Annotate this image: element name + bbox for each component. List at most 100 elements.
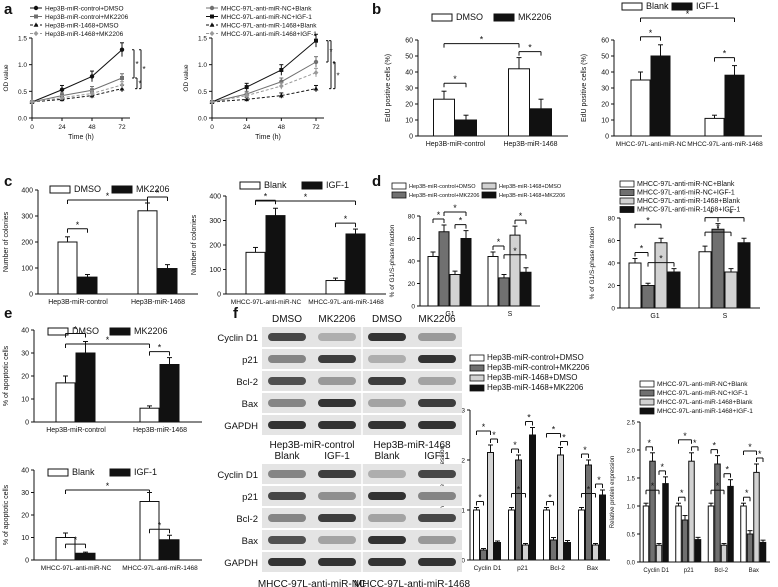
sig-star: * xyxy=(683,431,687,441)
x-tick-label: MHCC-97L-anti-miR-1468 xyxy=(687,141,763,148)
panel-label-e: e xyxy=(4,305,12,322)
data-point xyxy=(244,96,250,102)
sig-star: * xyxy=(716,481,720,491)
bar xyxy=(75,352,96,423)
legend-label: Blank xyxy=(72,467,95,477)
x-tick-label: Hep3B-miR-control xyxy=(46,427,106,434)
legend-swatch xyxy=(619,206,635,213)
legend-swatch xyxy=(639,389,655,397)
bar xyxy=(494,542,501,561)
sig-star: * xyxy=(528,43,532,53)
blot-band xyxy=(268,514,306,522)
legend-swatch xyxy=(47,468,69,477)
blot-band xyxy=(418,355,456,363)
y-tick-label: 10 xyxy=(21,535,29,542)
x-tick-label: Bax xyxy=(587,565,599,572)
bar xyxy=(325,280,346,295)
x-tick-label: 48 xyxy=(278,124,286,131)
sig-star: * xyxy=(527,413,531,423)
bar xyxy=(564,542,571,561)
sig-star: * xyxy=(660,462,664,472)
y-axis-label: Relative protein expression xyxy=(439,445,446,524)
legend-label: Hep3B-miR-1468+MK2206 xyxy=(487,383,584,392)
blot-band xyxy=(268,470,306,478)
blot-band xyxy=(368,558,406,566)
sig-star: * xyxy=(640,244,644,254)
legend-label: MK2206 xyxy=(136,184,170,194)
sig-star: * xyxy=(337,71,340,80)
bar xyxy=(508,68,530,137)
legend-label: Hep3B-miR-1468+DMSO xyxy=(487,373,577,382)
data-point xyxy=(120,76,124,80)
x-tick-label: Hep3B-miR-control xyxy=(426,141,486,148)
bar xyxy=(557,454,564,561)
data-point xyxy=(119,86,125,91)
legend-label: MK2206 xyxy=(134,326,168,336)
panel-label-f: f xyxy=(233,305,239,322)
bar xyxy=(55,382,76,423)
y-tick-label: 30 xyxy=(21,351,29,358)
y-tick-label: 20 xyxy=(408,281,416,288)
bar xyxy=(737,242,751,309)
bar xyxy=(550,539,557,561)
legend-swatch xyxy=(391,182,407,190)
y-tick-label: 30 xyxy=(601,86,609,93)
data-point xyxy=(90,88,94,93)
sig-star: * xyxy=(716,223,720,233)
data-point xyxy=(209,5,215,11)
x-tick-label: Bcl-2 xyxy=(550,565,565,572)
sig-star: * xyxy=(158,520,162,530)
blot-band xyxy=(418,558,456,566)
bar xyxy=(599,494,606,561)
sig-star: * xyxy=(745,488,749,498)
legend-swatch xyxy=(109,327,131,336)
legend-swatch xyxy=(469,354,485,362)
bar xyxy=(159,364,180,423)
sig-star: * xyxy=(597,475,601,485)
blot-band xyxy=(318,377,356,385)
blot-band xyxy=(368,421,406,429)
data-point xyxy=(313,59,319,65)
y-tick-label: 0.0 xyxy=(627,561,636,567)
y-axis-label: % of G1/S-phase fraction xyxy=(589,226,596,299)
y-tick-label: 1.0 xyxy=(198,62,207,69)
legend-swatch xyxy=(481,191,497,199)
bar xyxy=(649,460,656,563)
sig-star: * xyxy=(74,325,78,335)
group-label: MHCC-97L-anti-miR-1468 xyxy=(354,579,471,587)
x-tick-label: S xyxy=(723,313,728,320)
legend-swatch xyxy=(639,398,655,406)
bar xyxy=(520,271,532,307)
sig-star: * xyxy=(304,192,308,202)
data-point xyxy=(209,22,215,27)
x-axis-label: Time (h) xyxy=(68,134,94,141)
legend-label: Hep3B-miR-control+DMSO xyxy=(409,184,476,190)
sig-star: * xyxy=(453,74,457,84)
y-tick-label: 0 xyxy=(217,292,221,299)
y-tick-label: 100 xyxy=(209,267,221,274)
sig-star: * xyxy=(649,28,653,38)
y-axis-label: OD value xyxy=(3,64,10,91)
blot-row-label: Bcl-2 xyxy=(236,514,258,525)
bar xyxy=(694,539,702,563)
y-tick-label: 300 xyxy=(21,214,33,221)
x-axis-label: Time (h) xyxy=(255,134,281,141)
y-tick-label: 60 xyxy=(608,238,616,245)
y-tick-label: 20 xyxy=(21,374,29,381)
blot-band xyxy=(368,492,406,500)
bar xyxy=(137,210,158,295)
legend-label: MHCC-97L-anti-miR-1468+IGF-1 xyxy=(657,408,753,415)
legend-label: MHCC-97L-anti-miR-1468+IGF-1 xyxy=(221,31,317,38)
data-point xyxy=(33,5,39,11)
legend-label: Hep3B-miR-control+MK2206 xyxy=(409,193,479,199)
legend-label: DMSO xyxy=(456,12,483,22)
blot-band xyxy=(318,333,356,341)
sig-star: * xyxy=(712,441,716,451)
bar xyxy=(724,271,738,309)
y-tick-label: 80 xyxy=(608,216,616,223)
legend-label: MHCC-97L-anti-miR-1468+Blank xyxy=(657,399,753,406)
legend-label: Hep3B-miR-1468+MK2206 xyxy=(499,193,565,199)
sig-star: * xyxy=(646,215,650,225)
blot-band xyxy=(418,536,456,544)
